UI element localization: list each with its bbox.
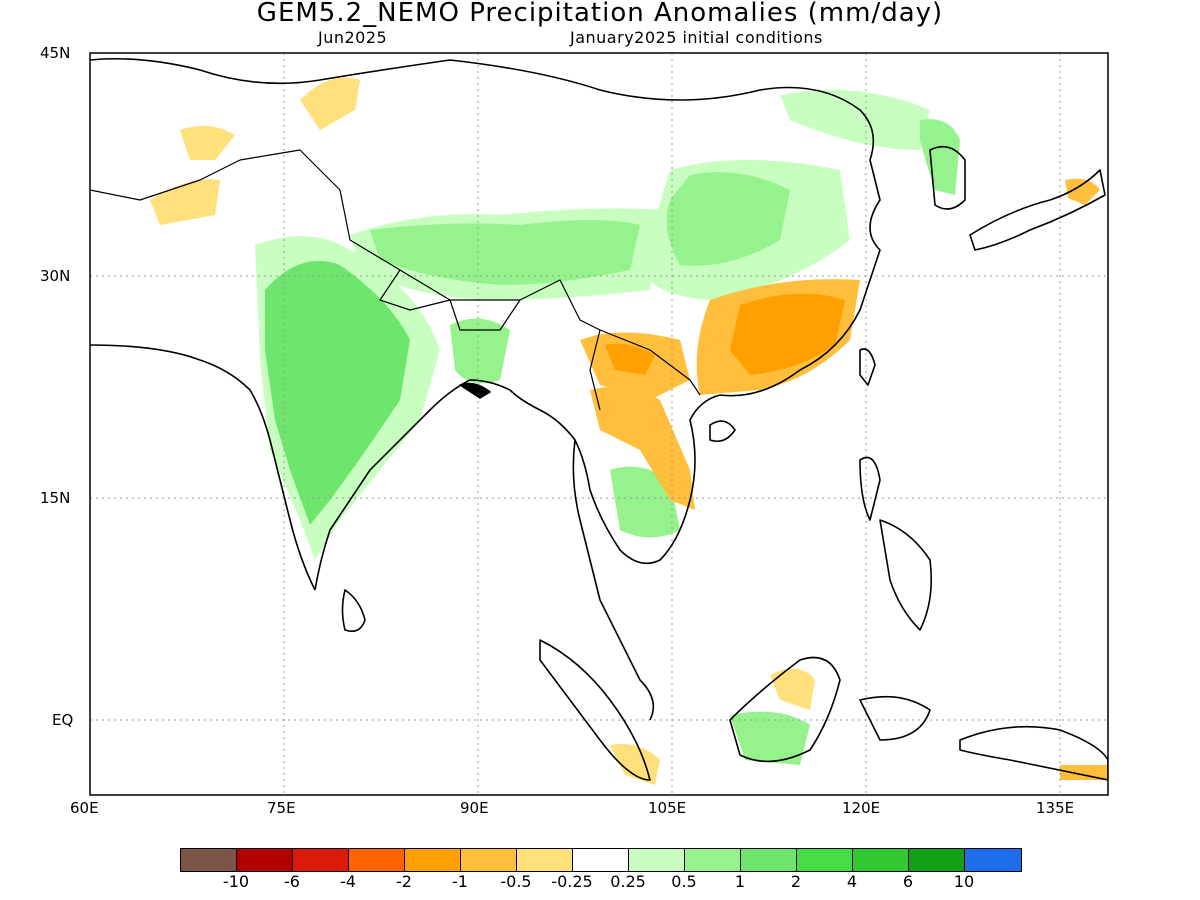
legend-swatch-12: [853, 849, 909, 871]
legend-swatch-1: [237, 849, 293, 871]
x-tick-75e: 75E: [267, 799, 296, 817]
legend-swatch-6: [517, 849, 573, 871]
y-tick-30n: 30N: [40, 267, 71, 285]
legend-label-9: 1: [734, 872, 746, 891]
x-tick-60e: 60E: [70, 799, 99, 817]
y-tick-eq: EQ: [52, 711, 74, 729]
anomaly-region-himalaya: [370, 220, 640, 285]
legend-label-7: 0.25: [610, 872, 646, 891]
anomaly-region-korea: [920, 119, 960, 195]
anomaly-region-kazakhstan: [300, 77, 360, 130]
anomaly-region-india: [265, 260, 410, 525]
forecast-month: Jun2025: [318, 28, 388, 47]
map-title: GEM5.2_NEMO Precipitation Anomalies (mm/…: [256, 0, 944, 28]
legend-swatch-13: [909, 849, 965, 871]
y-tick-45n: 45N: [40, 44, 71, 62]
legend-swatch-2: [293, 849, 349, 871]
legend-label-12: 6: [902, 872, 914, 891]
legend-swatch-9: [685, 849, 741, 871]
legend-swatch-10: [741, 849, 797, 871]
anomaly-region-sumatra: [610, 744, 660, 785]
legend-label-8: 0.5: [671, 872, 697, 891]
anomaly-field: [150, 77, 1108, 785]
anomaly-region-borneo: [730, 711, 810, 765]
x-tick-90e: 90E: [460, 799, 489, 817]
legend-label-6: -0.25: [551, 872, 593, 891]
y-tick-15n: 15N: [40, 489, 71, 507]
legend-swatch-11: [797, 849, 853, 871]
anomaly-region-new-guinea: [1060, 765, 1108, 780]
anomaly-region-indochina: [590, 386, 695, 510]
x-tick-120e: 120E: [842, 799, 881, 817]
legend-swatch-8: [629, 849, 685, 871]
legend-label-11: 4: [846, 872, 858, 891]
legend-swatch-14: [965, 849, 1021, 871]
legend-swatch-7: [573, 849, 629, 871]
legend-label-10: 2: [790, 872, 802, 891]
legend-label-2: -4: [340, 872, 356, 891]
anomaly-region-bangladesh: [450, 318, 510, 384]
anomaly-region-central-asia: [180, 126, 235, 160]
anomaly-region-borneo-yellow: [770, 668, 815, 710]
color-legend: [180, 848, 1022, 872]
legend-label-5: -0.5: [500, 872, 532, 891]
legend-label-13: 10: [953, 872, 975, 891]
x-tick-105e: 105E: [648, 799, 687, 817]
anomaly-region-yunnan-core: [605, 343, 655, 375]
legend-label-1: -6: [284, 872, 300, 891]
legend-swatch-3: [349, 849, 405, 871]
x-tick-135e: 135E: [1036, 799, 1075, 817]
coastlines: [90, 57, 1108, 781]
plot-frame: [89, 52, 1109, 796]
legend-swatch-5: [461, 849, 517, 871]
legend-swatch-4: [405, 849, 461, 871]
legend-label-0: -10: [222, 872, 250, 891]
anomaly-region-japan: [1065, 178, 1100, 205]
grid-lines: [90, 53, 1108, 795]
legend-label-4: -1: [452, 872, 468, 891]
anomaly-region-mongolia: [780, 90, 930, 150]
legend-swatch-0: [181, 849, 237, 871]
anomaly-region-afghanistan: [150, 179, 220, 225]
legend-label-3: -2: [396, 872, 412, 891]
initial-conditions-label: January2025 initial conditions: [570, 28, 823, 47]
anomaly-region-south-china-core: [730, 293, 845, 375]
anomaly-region-china-central: [666, 172, 790, 266]
